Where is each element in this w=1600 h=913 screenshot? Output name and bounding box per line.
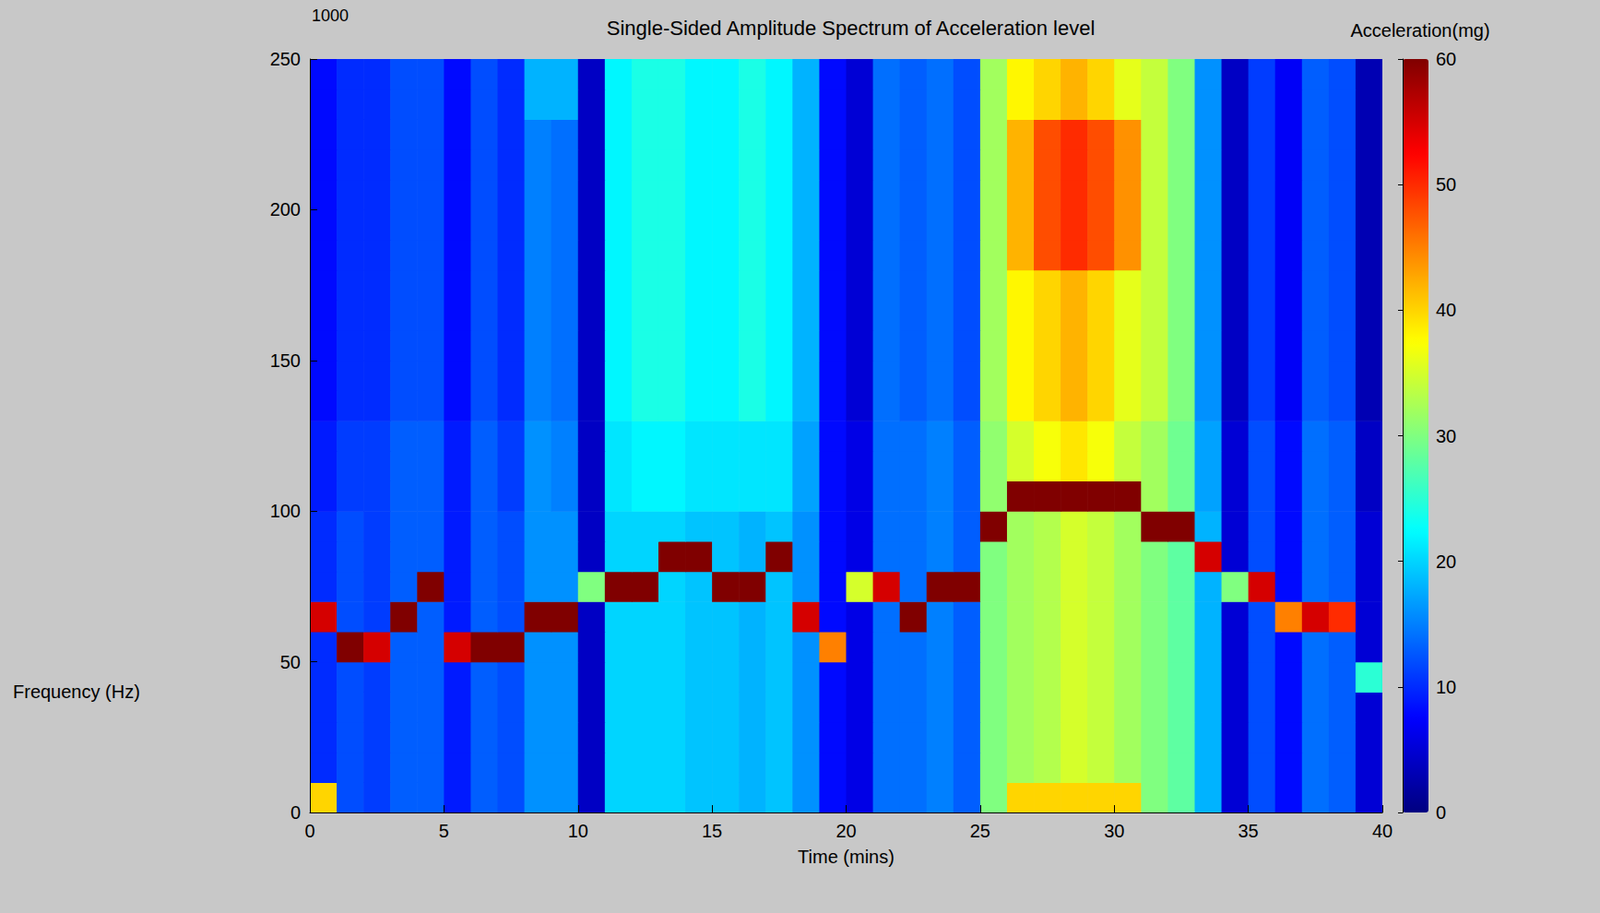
svg-text:Acceleration(mg): Acceleration(mg) — [1350, 20, 1490, 41]
svg-text:100: 100 — [270, 500, 301, 522]
svg-text:30: 30 — [1435, 426, 1457, 447]
svg-text:5: 5 — [438, 820, 450, 842]
svg-text:20: 20 — [1435, 551, 1457, 572]
svg-text:250: 250 — [270, 48, 301, 70]
svg-text:60: 60 — [1435, 48, 1457, 70]
svg-text:0: 0 — [304, 820, 315, 842]
svg-text:10: 10 — [568, 820, 589, 842]
svg-text:0: 0 — [1435, 802, 1446, 823]
svg-text:Frequency (Hz): Frequency (Hz) — [12, 681, 141, 702]
svg-text:Time (mins): Time (mins) — [797, 846, 895, 867]
svg-text:40: 40 — [1435, 299, 1457, 320]
svg-text:200: 200 — [270, 199, 301, 220]
svg-text:1000: 1000 — [311, 6, 349, 25]
svg-text:0: 0 — [290, 802, 301, 823]
svg-text:30: 30 — [1103, 820, 1125, 842]
svg-text:Single-Sided Amplitude Spectru: Single-Sided Amplitude Spectrum of Accel… — [606, 16, 1096, 40]
svg-text:25: 25 — [970, 820, 991, 842]
svg-text:20: 20 — [835, 820, 856, 842]
svg-text:15: 15 — [701, 820, 723, 842]
svg-text:10: 10 — [1435, 676, 1457, 698]
svg-text:40: 40 — [1372, 820, 1393, 842]
svg-text:150: 150 — [270, 350, 301, 371]
svg-text:35: 35 — [1238, 820, 1259, 842]
svg-text:50: 50 — [280, 651, 301, 673]
svg-text:50: 50 — [1435, 174, 1457, 195]
